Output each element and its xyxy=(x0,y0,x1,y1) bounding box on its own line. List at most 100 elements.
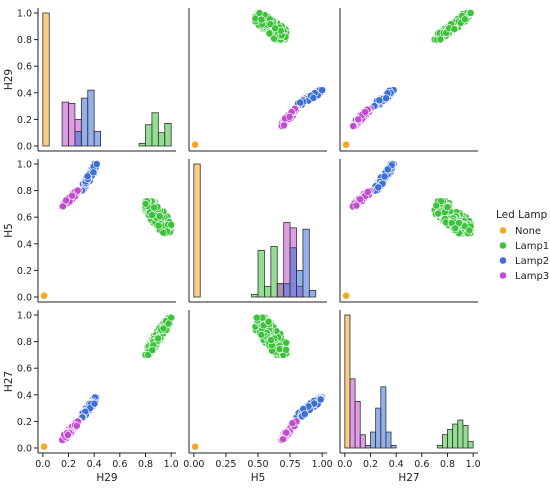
hist-bar-Lamp2 xyxy=(289,247,297,298)
point-Lamp1 xyxy=(144,351,152,359)
point-Lamp1 xyxy=(450,25,459,34)
x-tick-label: 0.00 xyxy=(183,459,204,470)
point-Lamp1 xyxy=(159,228,168,237)
point-Lamp1 xyxy=(460,15,469,24)
y-tick-label: 0.6 xyxy=(17,62,32,73)
hist-bar-Lamp3 xyxy=(354,401,361,449)
hist-bar-Lamp1 xyxy=(441,434,448,449)
legend-title: Led Lamp xyxy=(496,209,548,221)
point-Lamp1 xyxy=(155,212,164,221)
point-Lamp3 xyxy=(361,108,370,116)
x-axis-label: H27 xyxy=(398,472,419,484)
hist-bar-Lamp3 xyxy=(359,434,366,449)
hist-bar-Lamp2 xyxy=(385,431,392,449)
point-Lamp1 xyxy=(264,317,273,326)
x-tick-label: 0.25 xyxy=(215,459,236,470)
point-Lamp1 xyxy=(164,319,173,328)
hist-bar-Lamp1 xyxy=(447,428,454,449)
hist-bar-None xyxy=(42,12,50,147)
hist-bar-Lamp1 xyxy=(436,444,443,449)
panel-H27-vs-H29: 0.0 0.2 0.4 0.6 0.8 1.0 H27 0.0 0.2 0.4 0.6 0.8 1.0 H… xyxy=(3,310,179,484)
y-tick-label: 0.0 xyxy=(17,141,32,152)
hist-bar-Lamp2 xyxy=(283,283,291,298)
point-Lamp1 xyxy=(434,209,443,218)
point-Lamp1 xyxy=(148,346,157,354)
point-Lamp2 xyxy=(83,172,92,181)
panel-H5-vs-H29: 0.0 0.2 0.4 0.6 0.8 1.0 H5 xyxy=(3,159,176,303)
x-axis-label: H29 xyxy=(96,472,117,484)
point-Lamp1 xyxy=(451,224,460,233)
point-Lamp1 xyxy=(167,220,176,229)
point-Lamp2 xyxy=(300,410,309,419)
point-Lamp3 xyxy=(363,188,372,196)
x-tick-label: 0.4 xyxy=(87,459,102,470)
hist-bar-Lamp2 xyxy=(296,269,304,298)
x-tick-label: 0.50 xyxy=(247,459,268,470)
point-Lamp2 xyxy=(89,168,98,177)
panel-H29-vs-H5 xyxy=(188,8,327,152)
point-Lamp1 xyxy=(257,330,266,339)
point-Lamp2 xyxy=(90,399,99,408)
point-Lamp2 xyxy=(296,98,305,107)
legend-label-None: None xyxy=(515,226,541,237)
panel-H27-vs-H27: 0.0 0.2 0.4 0.6 0.8 1.0 H27 xyxy=(337,310,481,484)
point-Lamp1 xyxy=(267,336,275,345)
point-None xyxy=(342,291,351,300)
hist-bar-Lamp2 xyxy=(93,130,101,147)
legend-marker-Lamp1 xyxy=(499,241,507,250)
point-Lamp1 xyxy=(154,334,162,343)
hist-bar-Lamp1 xyxy=(457,419,464,449)
x-tick-label: 1.0 xyxy=(164,459,179,470)
hist-bar-Lamp2 xyxy=(390,444,397,449)
hist-bar-None xyxy=(193,163,201,298)
point-Lamp1 xyxy=(271,24,280,33)
point-Lamp3 xyxy=(62,196,70,205)
point-Lamp2 xyxy=(374,183,383,192)
point-Lamp1 xyxy=(465,226,474,235)
x-axis-label: H5 xyxy=(251,472,266,484)
point-Lamp1 xyxy=(154,221,163,230)
x-tick-label: 0.0 xyxy=(337,459,352,470)
y-tick-label: 0.6 xyxy=(17,213,32,224)
hist-bar-Lamp3 xyxy=(68,103,76,147)
point-Lamp1 xyxy=(148,211,156,219)
hist-bar-Lamp1 xyxy=(157,132,166,147)
point-Lamp1 xyxy=(282,338,291,347)
x-tick-label: 0.2 xyxy=(363,459,378,470)
legend-marker-Lamp3 xyxy=(499,271,507,280)
point-Lamp3 xyxy=(68,191,77,200)
y-axis-label: H27 xyxy=(3,371,15,392)
hist-bar-Lamp3 xyxy=(349,378,356,449)
hist-bar-Lamp1 xyxy=(467,440,474,449)
legend-label-Lamp2: Lamp2 xyxy=(515,256,549,267)
legend-marker-Lamp2 xyxy=(499,256,507,265)
hist-bar-Lamp2 xyxy=(302,228,310,298)
x-tick-label: 1.0 xyxy=(466,459,481,470)
panel-H5-vs-H5 xyxy=(188,159,327,303)
y-axis-label: H5 xyxy=(3,223,15,238)
x-tick-label: 0.8 xyxy=(138,459,153,470)
point-Lamp2 xyxy=(382,94,391,103)
point-None xyxy=(191,442,200,451)
hist-bar-Lamp1 xyxy=(257,250,265,298)
y-tick-label: 0.0 xyxy=(17,292,32,303)
x-tick-label: 0.0 xyxy=(35,459,50,470)
x-tick-label: 0.4 xyxy=(389,459,404,470)
hist-bar-Lamp2 xyxy=(80,97,89,147)
point-Lamp2 xyxy=(383,165,392,174)
point-Lamp1 xyxy=(257,15,266,24)
hist-bar-Lamp1 xyxy=(251,293,259,298)
point-Lamp1 xyxy=(443,203,452,212)
point-Lamp2 xyxy=(309,93,318,102)
point-Lamp3 xyxy=(72,421,81,430)
hist-bar-Lamp2 xyxy=(74,130,82,147)
panel-H5-vs-H27 xyxy=(339,159,478,303)
x-tick-label: 0.6 xyxy=(414,459,429,470)
hist-bar-Lamp3 xyxy=(61,101,69,147)
point-Lamp3 xyxy=(282,428,291,437)
y-tick-label: 0.4 xyxy=(17,390,32,401)
point-Lamp1 xyxy=(265,29,274,38)
point-Lamp2 xyxy=(318,86,327,95)
y-tick-label: 0.6 xyxy=(17,364,32,375)
point-None xyxy=(40,442,49,451)
